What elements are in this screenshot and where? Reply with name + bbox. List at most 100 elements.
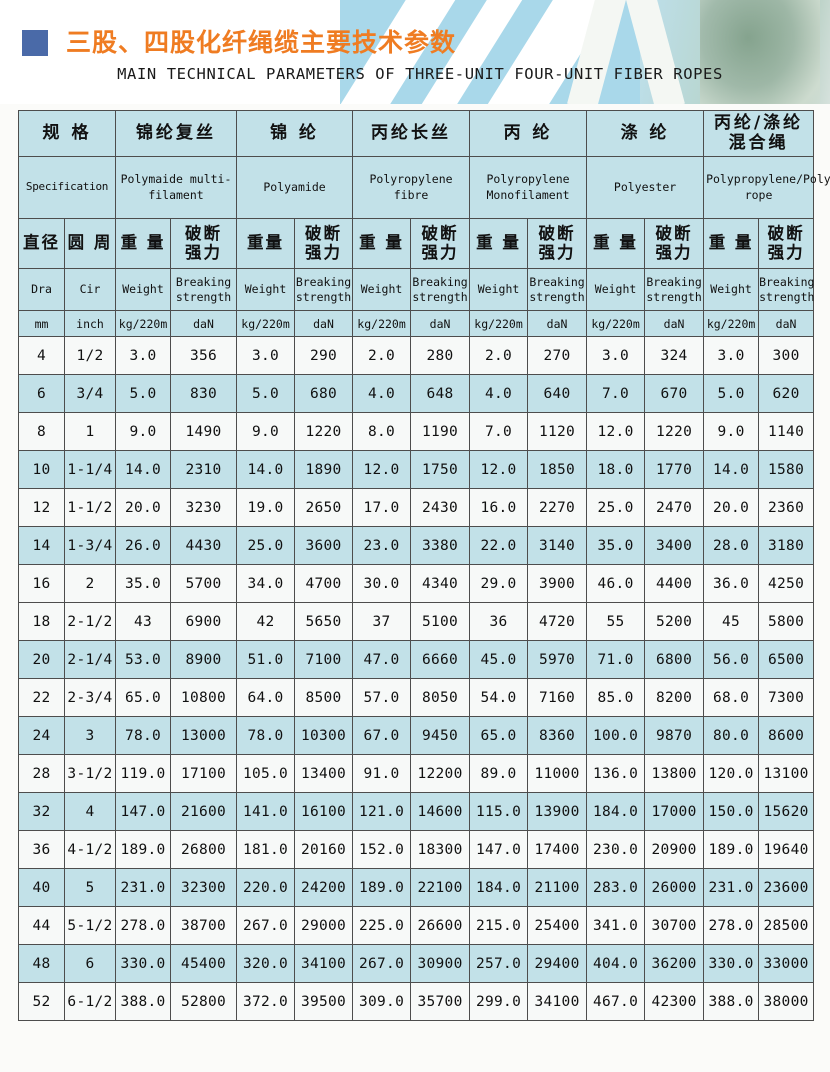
cell-r1-c12: 5.0 xyxy=(703,374,760,413)
cell-r13-c9: 17400 xyxy=(527,830,588,869)
cell-r11-c0: 28 xyxy=(18,754,65,793)
cell-r9-c3: 10800 xyxy=(170,678,238,717)
group-header-en-mixed-rope: Polypropylene/Polyester/Mixed rope xyxy=(703,156,830,219)
column-header-unit-6: kg/220m xyxy=(352,310,412,337)
column-header-en-6: Weight xyxy=(352,268,412,311)
column-header-unit-13: daN xyxy=(758,310,815,337)
group-header-polyamide-multifilament: 锦纶复丝 xyxy=(115,110,238,157)
table-row: 28 3-1/2 119.0 17100 105.0 13400 91.0 12200 89.0… xyxy=(18,754,815,793)
group-header-en-specification: Specification xyxy=(17,156,117,219)
cell-r1-c8: 4.0 xyxy=(469,374,529,413)
cell-r6-c7: 4340 xyxy=(410,564,471,603)
cell-r17-c6: 309.0 xyxy=(352,982,412,1021)
cell-r4-c7: 2430 xyxy=(410,488,471,527)
cell-r14-c12: 231.0 xyxy=(703,868,760,907)
cell-r4-c5: 2650 xyxy=(294,488,354,527)
cell-r4-c3: 3230 xyxy=(170,488,238,527)
cell-r9-c8: 54.0 xyxy=(469,678,529,717)
cell-r8-c7: 6660 xyxy=(410,640,471,679)
cell-r11-c3: 17100 xyxy=(170,754,238,793)
column-header-cn-8: 重 量 xyxy=(469,218,529,269)
cell-r17-c7: 35700 xyxy=(410,982,471,1021)
cell-r7-c4: 42 xyxy=(236,602,296,641)
cell-r14-c13: 23600 xyxy=(758,868,815,907)
table-row: 36 4-1/2 189.0 26800 181.0 20160 152.0 18300 147… xyxy=(18,830,815,869)
cell-r3-c11: 1770 xyxy=(644,450,705,489)
cell-r14-c9: 21100 xyxy=(527,868,588,907)
cell-r14-c6: 189.0 xyxy=(352,868,412,907)
column-header-unit-1: inch xyxy=(63,310,117,337)
cell-r3-c4: 14.0 xyxy=(236,450,296,489)
cell-r11-c2: 119.0 xyxy=(115,754,172,793)
column-header-unit-8: kg/220m xyxy=(469,310,529,337)
cell-r7-c13: 5800 xyxy=(758,602,815,641)
header-group-row: 规 格 锦纶复丝 锦 纶 丙纶长丝 丙 纶 涤 纶 丙纶/涤纶混合绳 xyxy=(17,110,815,157)
cell-r3-c3: 2310 xyxy=(170,450,238,489)
cell-r1-c2: 5.0 xyxy=(115,374,172,413)
column-header-unit-4: kg/220m xyxy=(236,310,296,337)
cell-r13-c4: 181.0 xyxy=(236,830,296,869)
cell-r4-c13: 2360 xyxy=(758,488,815,527)
cell-r5-c8: 22.0 xyxy=(469,526,529,565)
cell-r11-c6: 91.0 xyxy=(352,754,412,793)
cell-r17-c11: 42300 xyxy=(644,982,705,1021)
cell-r0-c9: 270 xyxy=(527,336,588,375)
column-header-cn-4: 重量 xyxy=(236,218,296,269)
cell-r5-c7: 3380 xyxy=(410,526,471,565)
cell-r1-c4: 5.0 xyxy=(236,374,296,413)
table-row: 52 6-1/2 388.0 52800 372.0 39500 309.0 35700 299… xyxy=(18,982,815,1021)
cell-r6-c10: 46.0 xyxy=(586,564,646,603)
cell-r15-c4: 267.0 xyxy=(236,906,296,945)
cell-r12-c11: 17000 xyxy=(644,792,705,831)
cell-r16-c3: 45400 xyxy=(170,944,238,983)
cell-r7-c7: 5100 xyxy=(410,602,471,641)
cell-r3-c10: 18.0 xyxy=(586,450,646,489)
column-header-cn-7: 破断 强力 xyxy=(410,218,471,269)
table-row: 18 2-1/2 43 6900 42 5650 37 5100 36 4720 55 5200 45 5… xyxy=(18,602,815,641)
cell-r4-c12: 20.0 xyxy=(703,488,760,527)
cell-r15-c13: 28500 xyxy=(758,906,815,945)
cell-r2-c9: 1120 xyxy=(527,412,588,451)
column-header-cn-row: 直径圆 周重 量破断 强力 重量 破断 强力重 量破断 强力重 量破断 强力重 量破断 强力重… xyxy=(18,218,815,269)
column-header-cn-0: 直径 xyxy=(18,218,65,269)
cell-r3-c8: 12.0 xyxy=(469,450,529,489)
cell-r2-c11: 1220 xyxy=(644,412,705,451)
cell-r1-c6: 4.0 xyxy=(352,374,412,413)
cell-r2-c6: 8.0 xyxy=(352,412,412,451)
cell-r15-c5: 29000 xyxy=(294,906,354,945)
cell-r9-c7: 8050 xyxy=(410,678,471,717)
cell-r13-c1: 4-1/2 xyxy=(63,830,117,869)
cell-r12-c7: 14600 xyxy=(410,792,471,831)
table-row: 8 1 9.0 1490 9.0 1220 8.0 1190 7.0 1120 12.0 1220 9.… xyxy=(18,412,815,451)
group-header-polypropylene-monofilament: 丙 纶 xyxy=(469,110,588,157)
page-title-en: MAIN TECHNICAL PARAMETERS OF THREE-UNIT … xyxy=(117,65,723,83)
cell-r3-c2: 14.0 xyxy=(115,450,172,489)
cell-r7-c9: 4720 xyxy=(527,602,588,641)
cell-r6-c9: 3900 xyxy=(527,564,588,603)
cell-r4-c9: 2270 xyxy=(527,488,588,527)
page-title-cn: 三股、四股化纤绳缆主要技术参数 xyxy=(66,28,457,57)
cell-r6-c12: 36.0 xyxy=(703,564,760,603)
column-header-unit-0: mm xyxy=(18,310,65,337)
cell-r10-c7: 9450 xyxy=(410,716,471,755)
cell-r16-c13: 33000 xyxy=(758,944,815,983)
cell-r5-c13: 3180 xyxy=(758,526,815,565)
spec-table: 规 格 锦纶复丝 锦 纶 丙纶长丝 丙 纶 涤 纶 丙纶/涤纶混合绳 Speci… xyxy=(17,110,830,1021)
cell-r4-c2: 20.0 xyxy=(115,488,172,527)
cell-r14-c3: 32300 xyxy=(170,868,238,907)
cell-r13-c3: 26800 xyxy=(170,830,238,869)
cell-r17-c13: 38000 xyxy=(758,982,815,1021)
cell-r8-c0: 20 xyxy=(18,640,65,679)
cell-r16-c7: 30900 xyxy=(410,944,471,983)
cell-r9-c9: 7160 xyxy=(527,678,588,717)
cell-r6-c1: 2 xyxy=(63,564,117,603)
cell-r7-c12: 45 xyxy=(703,602,760,641)
cell-r15-c1: 5-1/2 xyxy=(63,906,117,945)
cell-r11-c10: 136.0 xyxy=(586,754,646,793)
column-header-cn-13: 破断 强力 xyxy=(758,218,815,269)
column-header-cn-2: 重 量 xyxy=(115,218,172,269)
cell-r9-c1: 2-3/4 xyxy=(63,678,117,717)
cell-r11-c9: 11000 xyxy=(527,754,588,793)
title-block: 三股、四股化纤绳缆主要技术参数 MAIN TECHNICAL PARAMETER… xyxy=(0,30,830,83)
cell-r8-c11: 6800 xyxy=(644,640,705,679)
